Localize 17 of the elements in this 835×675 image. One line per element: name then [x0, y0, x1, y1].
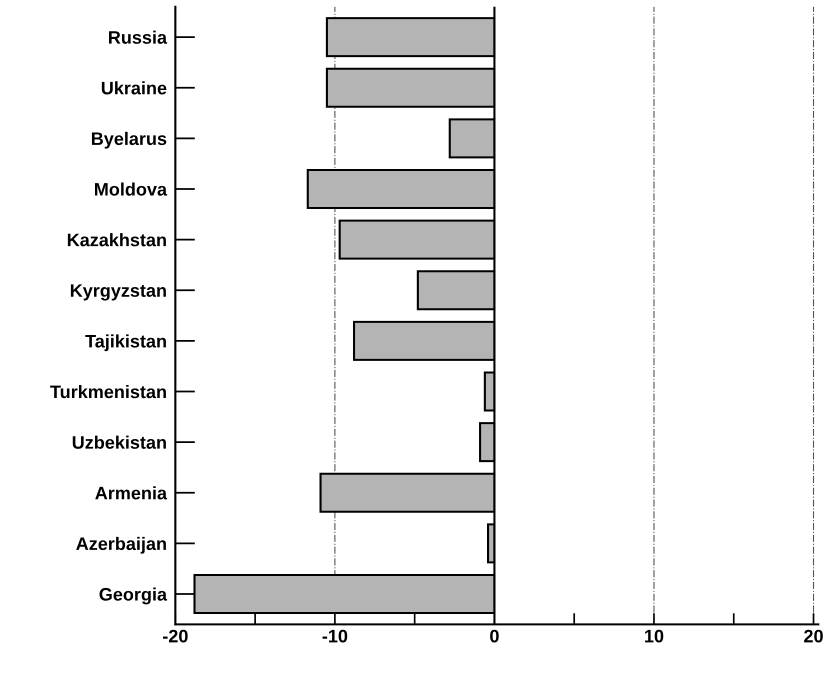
y-tick-label: Ukraine — [102, 81, 166, 94]
y-tick-label: Azerbaijan — [76, 536, 166, 554]
y-tick-label: Armenia — [95, 486, 168, 500]
y-tick-label: Kyrgyzstan — [70, 284, 166, 301]
x-tick-label: 0 — [490, 630, 499, 642]
x-tick-label: 20 — [804, 630, 823, 642]
y-tick-label: Tajikistan — [85, 334, 166, 352]
x-tick-label: -20 — [163, 630, 188, 642]
y-tick-label: Russia — [109, 30, 168, 44]
y-tick-label: Turkmenistan — [50, 384, 166, 398]
y-tick-label: Kazakhstan — [68, 233, 166, 246]
y-tick-label: Georgia — [100, 587, 168, 604]
y-tick-label: Moldova — [95, 182, 168, 196]
x-tick-label: -10 — [322, 630, 348, 642]
y-tick-label: Byelarus — [92, 132, 166, 149]
x-tick-label: 10 — [645, 630, 664, 642]
y-tick-label: Uzbekistan — [72, 436, 166, 449]
